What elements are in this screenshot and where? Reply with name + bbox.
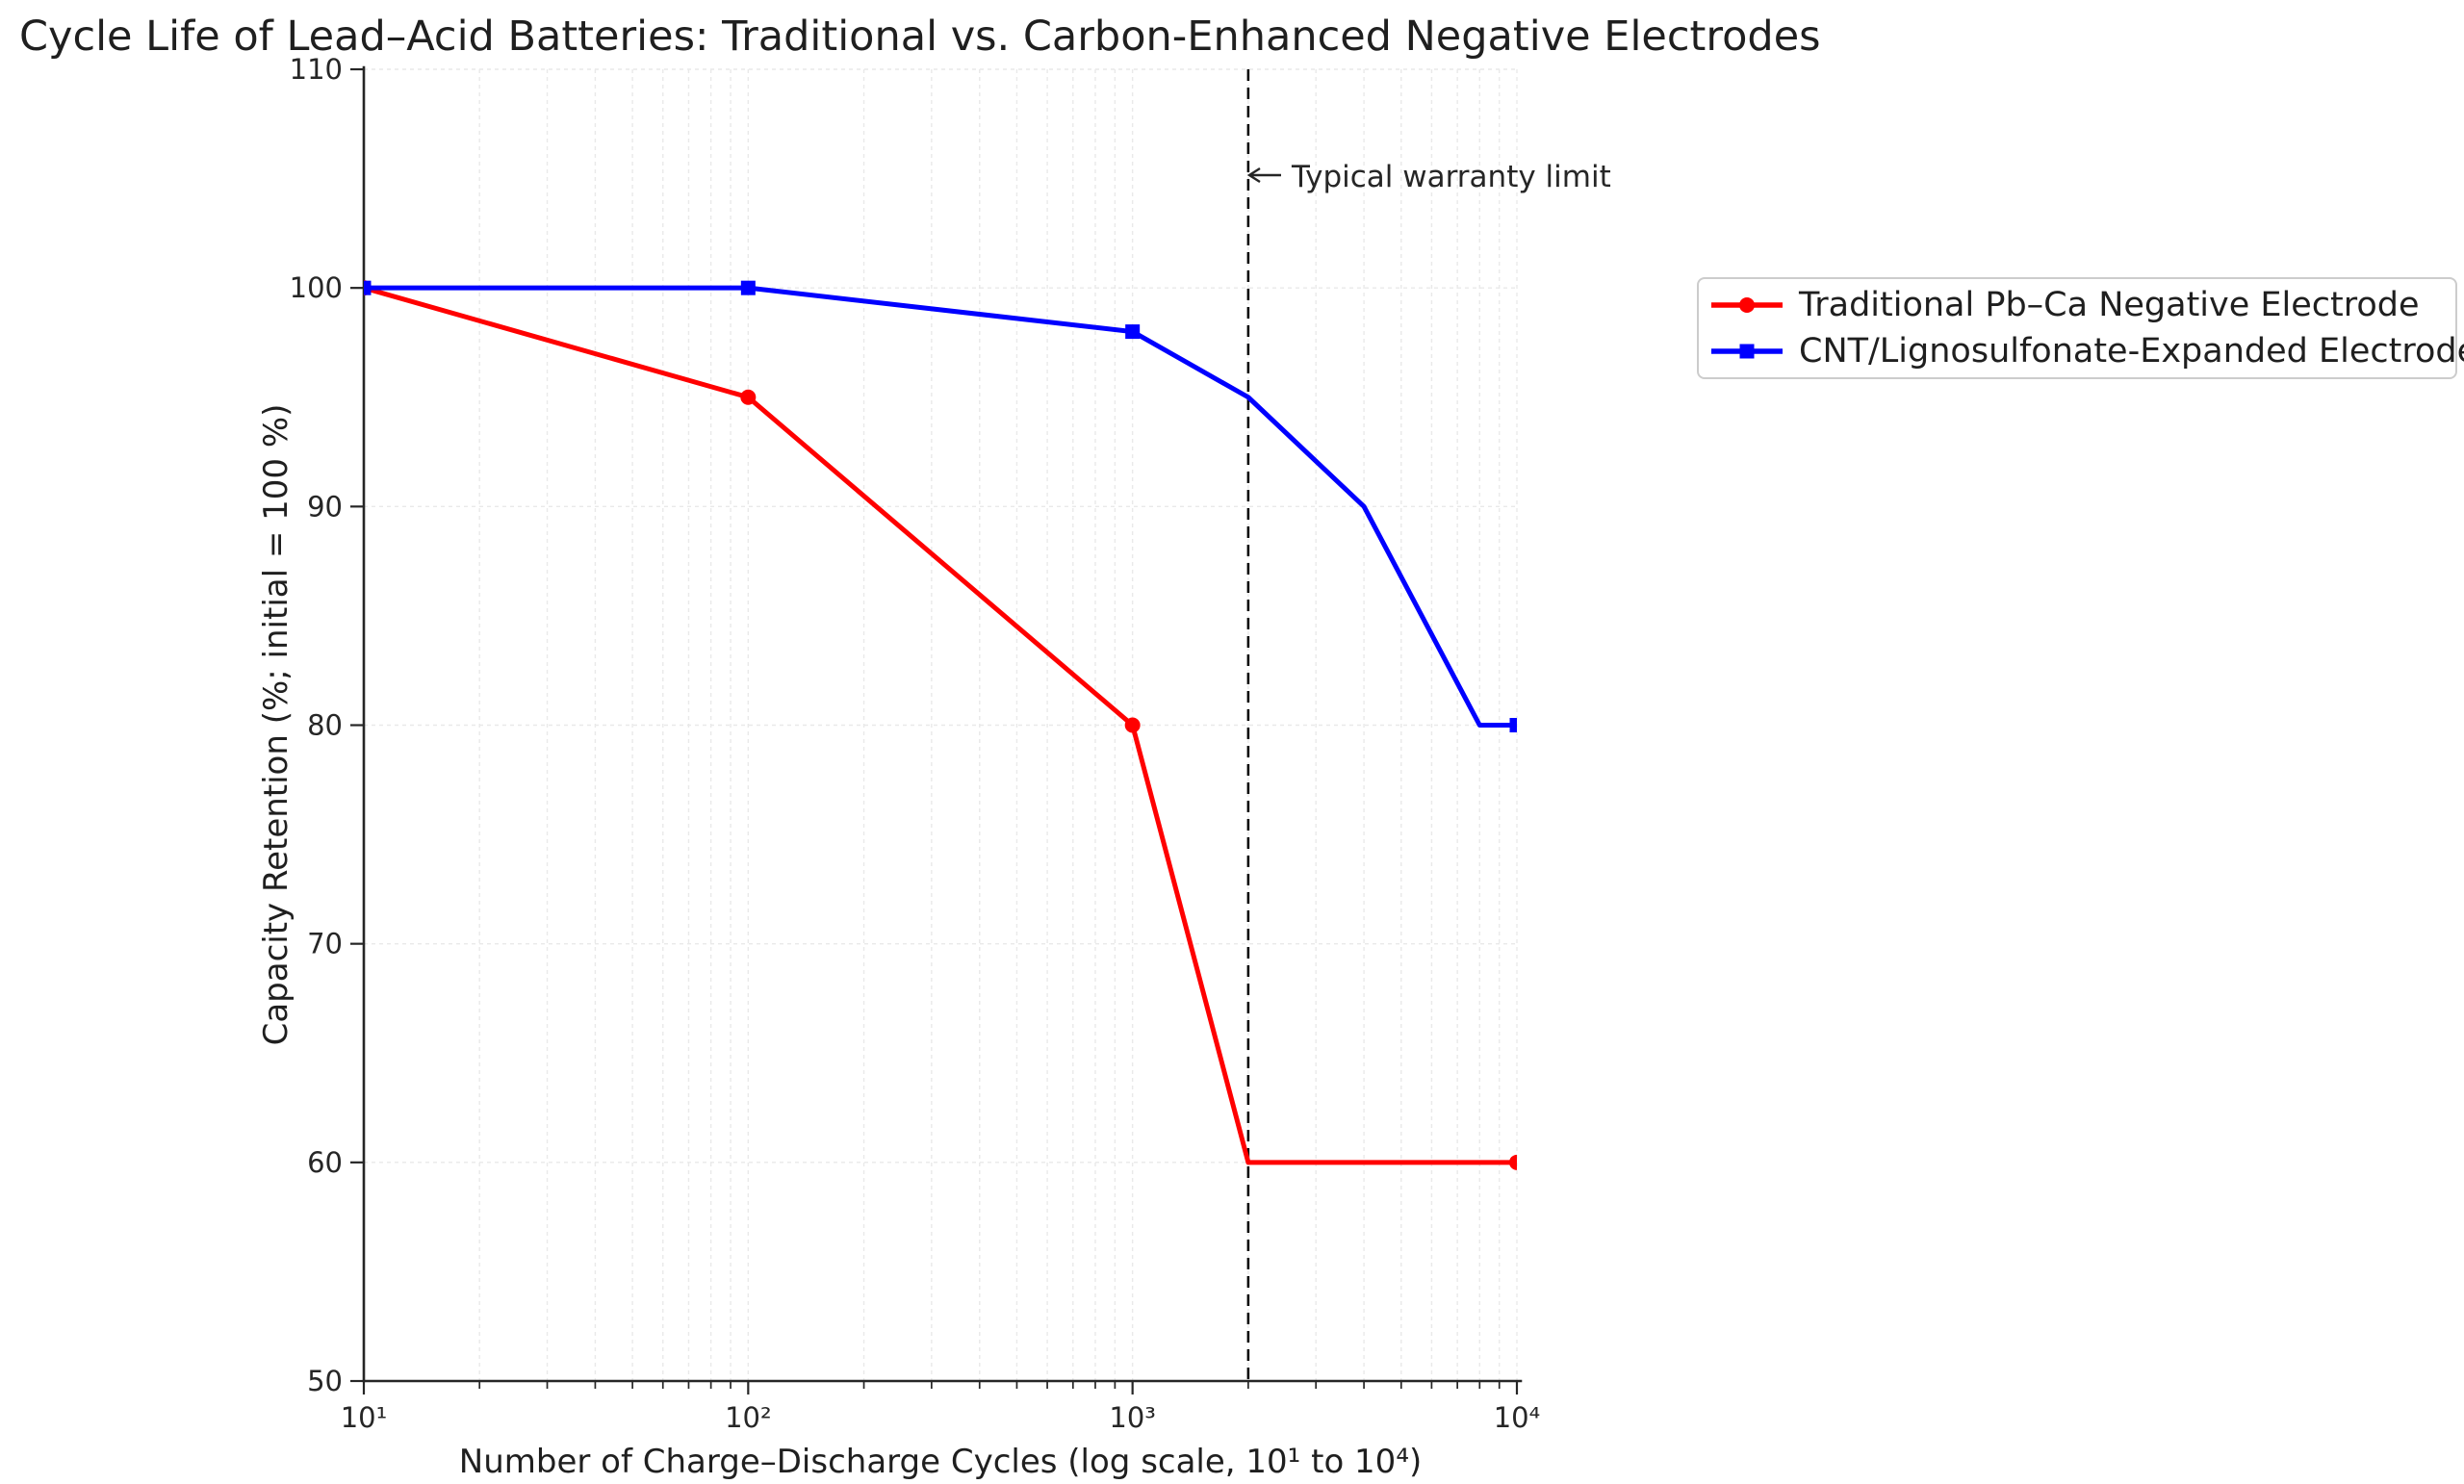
axes-layer [350,65,1523,1394]
legend-line-sample [1711,344,1783,359]
data-point-circle [740,389,757,405]
series-layer [364,280,1517,1170]
tick-label-layer: 50 60 70 80 90 100 110 10¹ 10² 10³ 10⁴ [290,53,1541,1434]
y-tick-label: 50 [307,1365,343,1397]
legend-line-sample [1711,297,1783,313]
data-point-square [1509,718,1517,732]
legend-circle-marker-icon [1739,297,1755,313]
legend-item: CNT/Lignosulfonate-Expanded Electrode [1707,328,2464,374]
x-axis-label: Number of Charge–Discharge Cycles (log s… [459,1443,1422,1481]
x-tick-label: 10⁴ [1494,1401,1541,1434]
y-tick-label: 90 [307,490,343,523]
y-axis-label: Capacity Retention (%; initial = 100 %) [257,404,295,1046]
y-tick-label: 110 [290,53,343,86]
x-tick-label: 10³ [1109,1401,1156,1434]
annotation-left-arrow-icon [1246,166,1281,184]
data-point-square [740,280,756,295]
data-point-square [364,280,372,295]
x-tick-label: 10¹ [341,1401,388,1434]
data-point-square [1125,324,1141,340]
annotation-label: Typical warranty limit [1291,160,1611,194]
x-tick-label: 10² [725,1401,772,1434]
legend-label: CNT/Lignosulfonate-Expanded Electrode [1799,332,2464,371]
y-tick-label: 70 [307,928,343,960]
legend: Traditional Pb–Ca Negative Electrode CNT/… [1697,277,2464,379]
legend-label: Traditional Pb–Ca Negative Electrode [1799,286,2420,324]
grid-layer [364,68,1518,1381]
data-point-circle [1124,717,1141,733]
legend-square-marker-icon [1739,344,1755,359]
y-tick-label: 80 [307,709,343,742]
y-tick-label: 100 [290,271,343,304]
data-point-circle [1509,1154,1517,1170]
legend-item: Traditional Pb–Ca Negative Electrode [1707,282,2447,328]
chart-title: Cycle Life of Lead–Acid Batteries: Tradi… [19,13,1821,61]
y-tick-label: 60 [307,1146,343,1179]
